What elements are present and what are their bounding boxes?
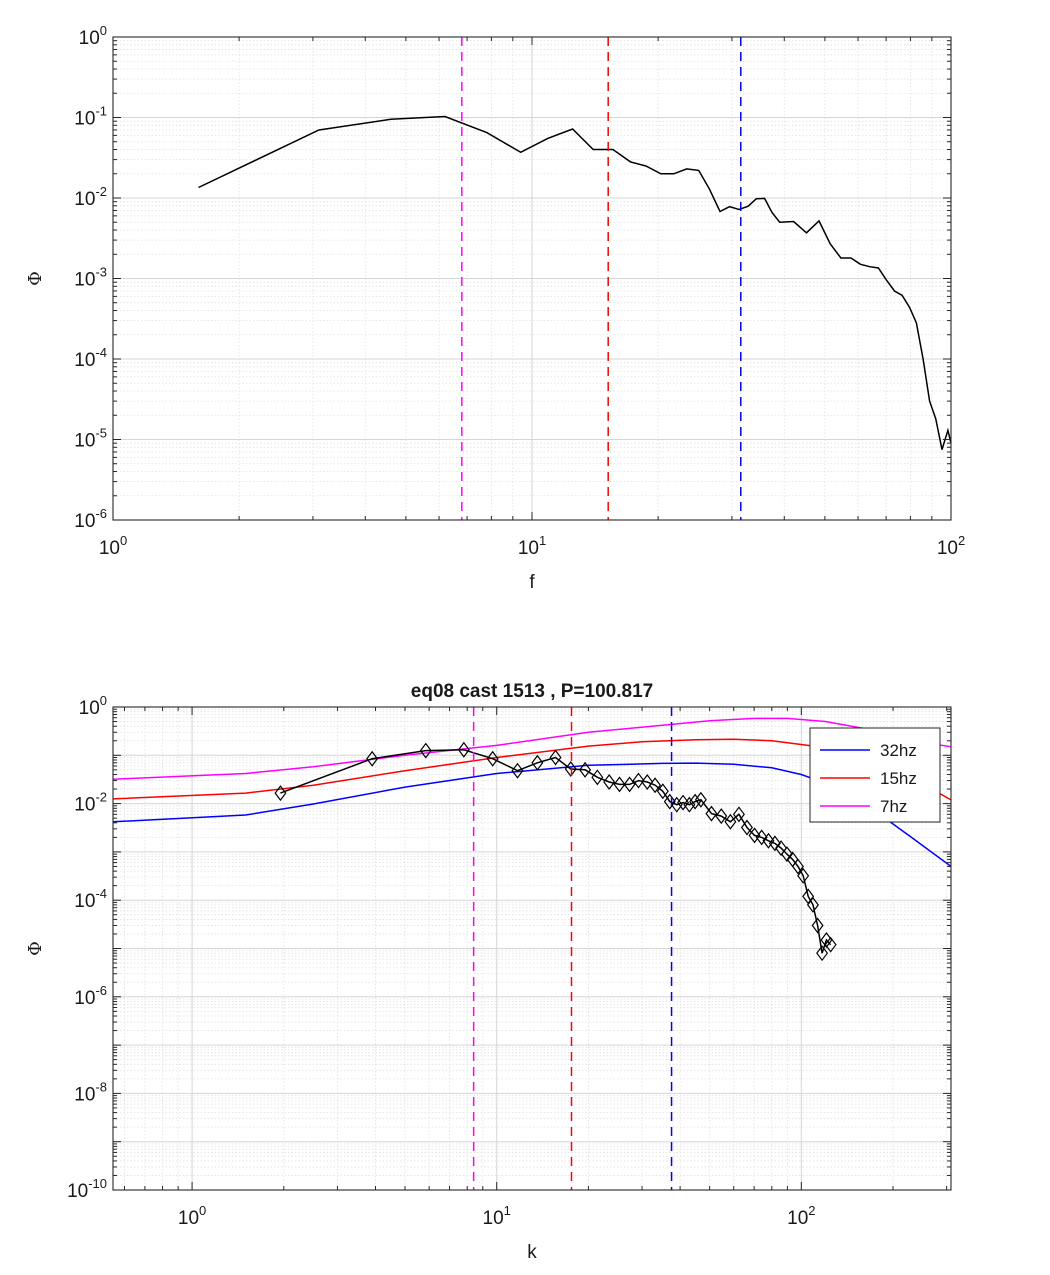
diamond-marker [768, 835, 781, 852]
y-tick-label: 100 [79, 23, 107, 49]
diamond-marker [689, 793, 702, 810]
diamond-marker [824, 936, 837, 953]
plot-content [113, 707, 951, 1190]
legend-label: 7hz [880, 797, 907, 816]
diamond-marker [780, 846, 793, 863]
y-tick-label: 10-10 [67, 1176, 107, 1202]
diamond-marker [705, 805, 718, 822]
bottom-axes: 100 101 102 100 10-2 10-4 10-6 10-8 10-10 k Φeq08 … [25, 681, 952, 1263]
diamond-marker [806, 896, 819, 913]
diamond-marker [724, 813, 737, 830]
diamond-marker [623, 776, 636, 793]
diamond-marker [579, 761, 592, 778]
diamond-marker [816, 945, 829, 962]
x-tick-label: 100 [99, 533, 127, 559]
y-tick-label: 10-5 [74, 426, 107, 452]
legend: 32hz 15hz 7hz [809, 727, 941, 823]
x-tick-label: 101 [483, 1203, 511, 1229]
diamond-marker [641, 774, 654, 791]
diamond-marker [670, 796, 683, 813]
diamond-marker [748, 827, 761, 844]
legend-label: 32hz [880, 741, 917, 760]
x-tick-label: 102 [787, 1203, 815, 1229]
diamond-marker [549, 749, 562, 766]
diamond-marker [791, 858, 804, 875]
y-tick-label: 10-3 [74, 265, 107, 291]
diamond-marker [613, 776, 626, 793]
diamond-marker [677, 794, 690, 811]
diamond-marker [732, 806, 745, 823]
y-tick-label: 10-8 [74, 1079, 107, 1105]
diamond-marker [366, 750, 379, 767]
legend-label: 15hz [880, 769, 917, 788]
diamond-marker [663, 793, 676, 810]
diamond-marker [531, 754, 544, 771]
diamond-marker [694, 791, 707, 808]
diamond-marker [511, 762, 524, 779]
diamond-marker [755, 829, 768, 846]
diamond-marker [797, 867, 810, 884]
y-axis-label: Φ [25, 271, 46, 286]
diamond-marker [486, 750, 499, 767]
diamond-marker [649, 777, 662, 794]
diamond-marker [683, 796, 696, 813]
diamond-marker [564, 761, 577, 778]
diamond-marker [740, 819, 753, 836]
legend-box [809, 727, 941, 823]
diamond-marker [762, 832, 775, 849]
diamond-marker [274, 785, 287, 802]
x-tick-label: 101 [518, 533, 546, 559]
y-axis-label: Φ [25, 941, 46, 956]
x-axis-label: k [527, 1242, 537, 1263]
y-tick-label: 10-6 [74, 983, 107, 1009]
y-tick-label: 10-1 [74, 104, 107, 130]
diamond-marker [656, 783, 669, 800]
y-tick-label: 10-2 [74, 184, 107, 210]
y-tick-label: 10-4 [74, 886, 107, 912]
plot-content [198, 37, 951, 520]
diamond-marker [419, 742, 432, 759]
y-tick-label: 10-6 [74, 506, 107, 532]
y-tick-label: 100 [79, 693, 107, 719]
grid [113, 706, 951, 1191]
ticks [112, 36, 952, 521]
diamond-marker [715, 808, 728, 825]
chart-title: eq08 cast 1513 , P=100.817 [411, 681, 653, 702]
diamond-marker [632, 772, 645, 789]
diamond-marker [591, 769, 604, 786]
diamond-marker [775, 840, 788, 857]
diamond-marker [811, 917, 824, 934]
x-tick-label: 102 [937, 533, 965, 559]
series-line-spectrum-0 [198, 115, 951, 450]
top-axes: 100 101 102 100 10-1 10-2 10-3 10-4 10-5 10-6 f Φ [25, 23, 965, 593]
series-line-spectrum-3 [280, 749, 832, 954]
diamond-marker [603, 774, 616, 791]
x-axis-label: f [529, 572, 535, 593]
series-line-7hz [113, 717, 951, 780]
y-tick-label: 10-4 [74, 345, 107, 371]
y-tick-label: 10-2 [74, 790, 107, 816]
ticks [113, 706, 951, 1191]
x-tick-label: 100 [178, 1203, 206, 1229]
diamond-marker [457, 741, 470, 758]
